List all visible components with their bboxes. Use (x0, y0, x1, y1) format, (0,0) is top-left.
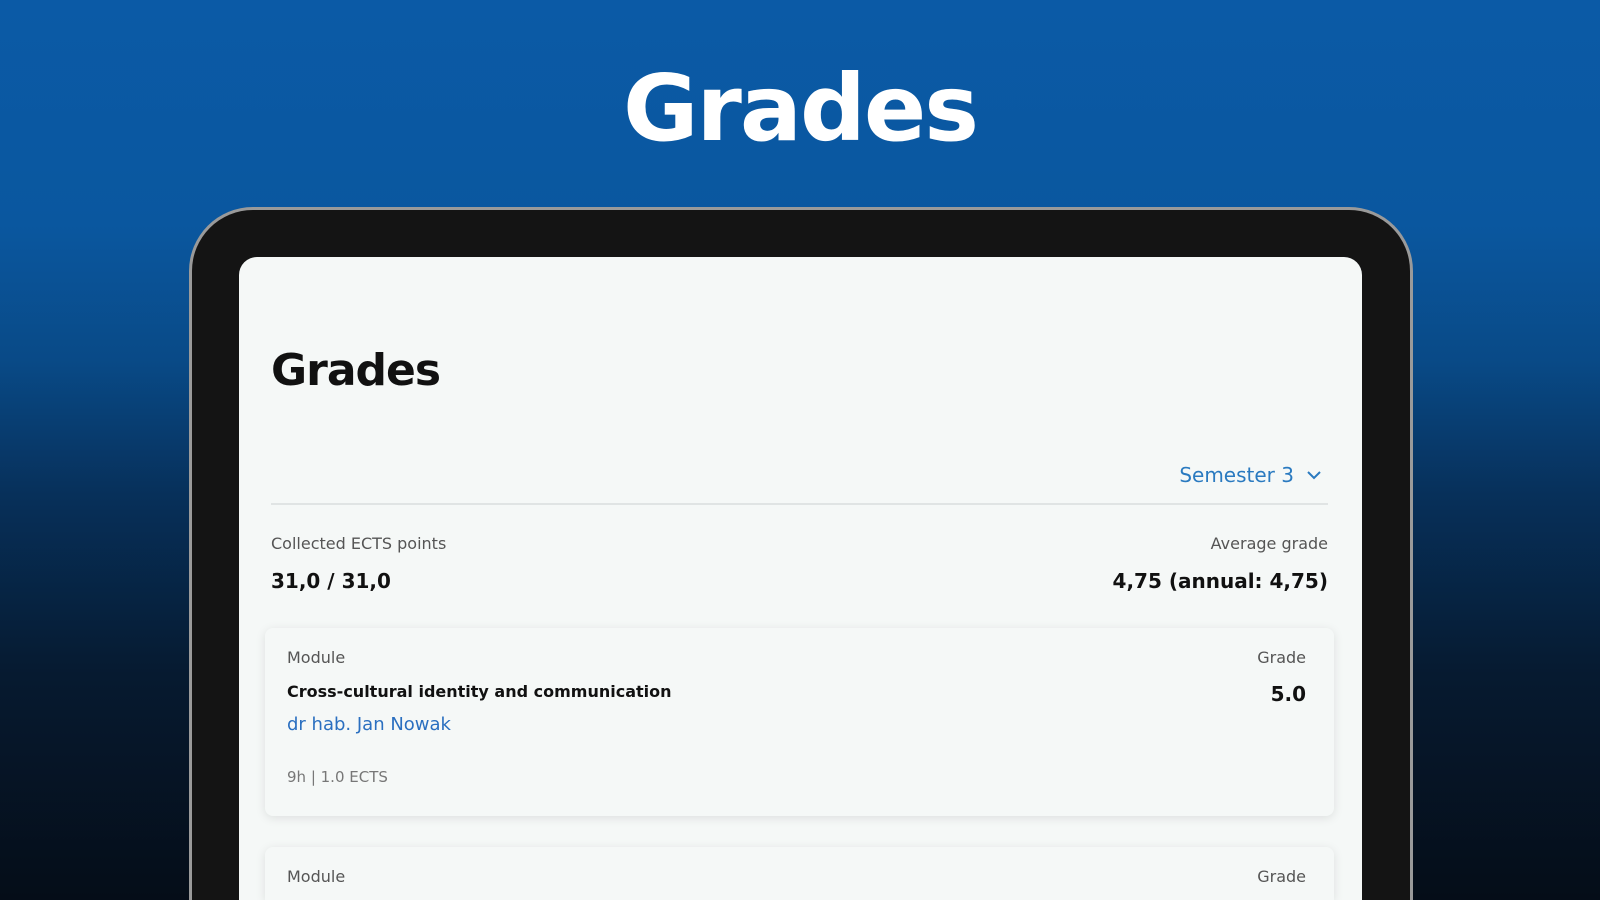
module-label: Module (287, 867, 346, 886)
semester-label: Semester 3 (1179, 463, 1294, 487)
average-grade-value: 4,75 (annual: 4,75) (1112, 569, 1328, 593)
module-meta: 9h | 1.0 ECTS (287, 768, 388, 786)
average-grade-label: Average grade (1210, 534, 1328, 553)
divider (271, 503, 1328, 505)
module-card[interactable]: Module Grade Cross-cultural identity and… (265, 628, 1334, 816)
module-name: Cross-cultural identity and communicatio… (287, 682, 672, 701)
hero-title: Grades (623, 55, 979, 162)
semester-dropdown[interactable]: Semester 3 (1179, 463, 1322, 487)
ects-value: 31,0 / 31,0 (271, 569, 391, 593)
teacher-link[interactable]: dr hab. Jan Nowak (287, 714, 451, 735)
grade-label: Grade (1257, 648, 1306, 667)
chevron-down-icon (1307, 471, 1321, 480)
module-label: Module (287, 648, 346, 667)
ects-label: Collected ECTS points (271, 534, 447, 553)
grade-label: Grade (1257, 867, 1306, 886)
app-screen: Grades Semester 3 Collected ECTS points … (239, 257, 1362, 900)
module-card[interactable]: Module Grade (265, 847, 1334, 900)
page-title: Grades (271, 345, 441, 396)
grade-value: 5.0 (1270, 682, 1306, 706)
